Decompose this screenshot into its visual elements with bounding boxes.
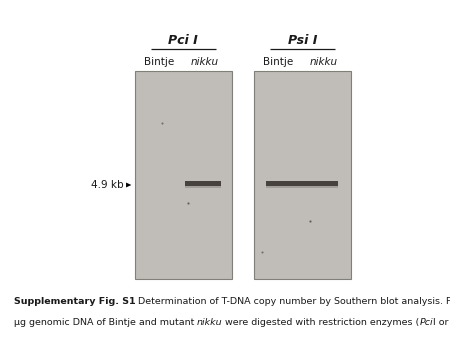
Bar [135,71,232,279]
Text: 4.9 kb: 4.9 kb [90,180,123,190]
Text: Pci: Pci [420,318,433,327]
Bar [254,71,351,279]
Text: nikku: nikku [191,57,219,67]
Text: nikku: nikku [197,318,222,327]
Text: I or: I or [433,318,450,327]
Bar [266,186,338,188]
Text: nikku: nikku [310,57,338,67]
Text: Psi I: Psi I [288,34,317,47]
Text: Bintje: Bintje [144,57,174,67]
Text: Determination of T-DNA copy number by Southern blot analysis. Fifteen: Determination of T-DNA copy number by So… [135,297,450,307]
Bar [185,186,221,188]
Bar [266,181,338,186]
Text: Bintje: Bintje [263,57,293,67]
Text: µg genomic DNA of Bintje and mutant: µg genomic DNA of Bintje and mutant [14,318,197,327]
Text: Pci I: Pci I [168,34,198,47]
Polygon shape [126,183,131,188]
Bar [185,181,221,186]
Text: Supplementary Fig. S1: Supplementary Fig. S1 [14,297,135,307]
Text: were digested with restriction enzymes (: were digested with restriction enzymes ( [222,318,420,327]
